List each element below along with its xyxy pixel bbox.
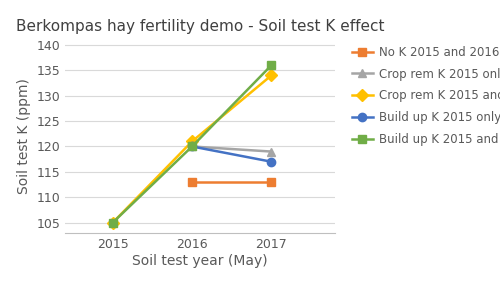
- Build up K 2015 only: [189, 145, 195, 148]
- Build up K 2015 and 2016: [110, 221, 116, 224]
- Crop rem K 2015 only: [189, 145, 195, 148]
- Crop rem K 2015 and 2016: [110, 221, 116, 224]
- Title: Berkompas hay fertility demo - Soil test K effect: Berkompas hay fertility demo - Soil test…: [16, 19, 384, 34]
- Y-axis label: Soil test K (ppm): Soil test K (ppm): [16, 78, 30, 194]
- Line: Build up K 2015 and 2016: Build up K 2015 and 2016: [108, 61, 276, 227]
- Crop rem K 2015 only: [268, 150, 274, 153]
- Build up K 2015 and 2016: [189, 145, 195, 148]
- Build up K 2015 only: [268, 160, 274, 163]
- Build up K 2015 and 2016: [268, 63, 274, 67]
- No K 2015 and 2016: [268, 180, 274, 184]
- Line: Build up K 2015 only: Build up K 2015 only: [188, 142, 276, 166]
- Crop rem K 2015 and 2016: [189, 140, 195, 143]
- Line: Crop rem K 2015 and 2016: Crop rem K 2015 and 2016: [108, 71, 276, 227]
- Line: No K 2015 and 2016: No K 2015 and 2016: [188, 178, 276, 186]
- Crop rem K 2015 and 2016: [268, 74, 274, 77]
- Line: Crop rem K 2015 only: Crop rem K 2015 only: [188, 142, 276, 156]
- X-axis label: Soil test year (May): Soil test year (May): [132, 254, 268, 268]
- No K 2015 and 2016: [189, 180, 195, 184]
- Legend: No K 2015 and 2016, Crop rem K 2015 only, Crop rem K 2015 and 2016, Build up K 2: No K 2015 and 2016, Crop rem K 2015 only…: [352, 46, 500, 146]
